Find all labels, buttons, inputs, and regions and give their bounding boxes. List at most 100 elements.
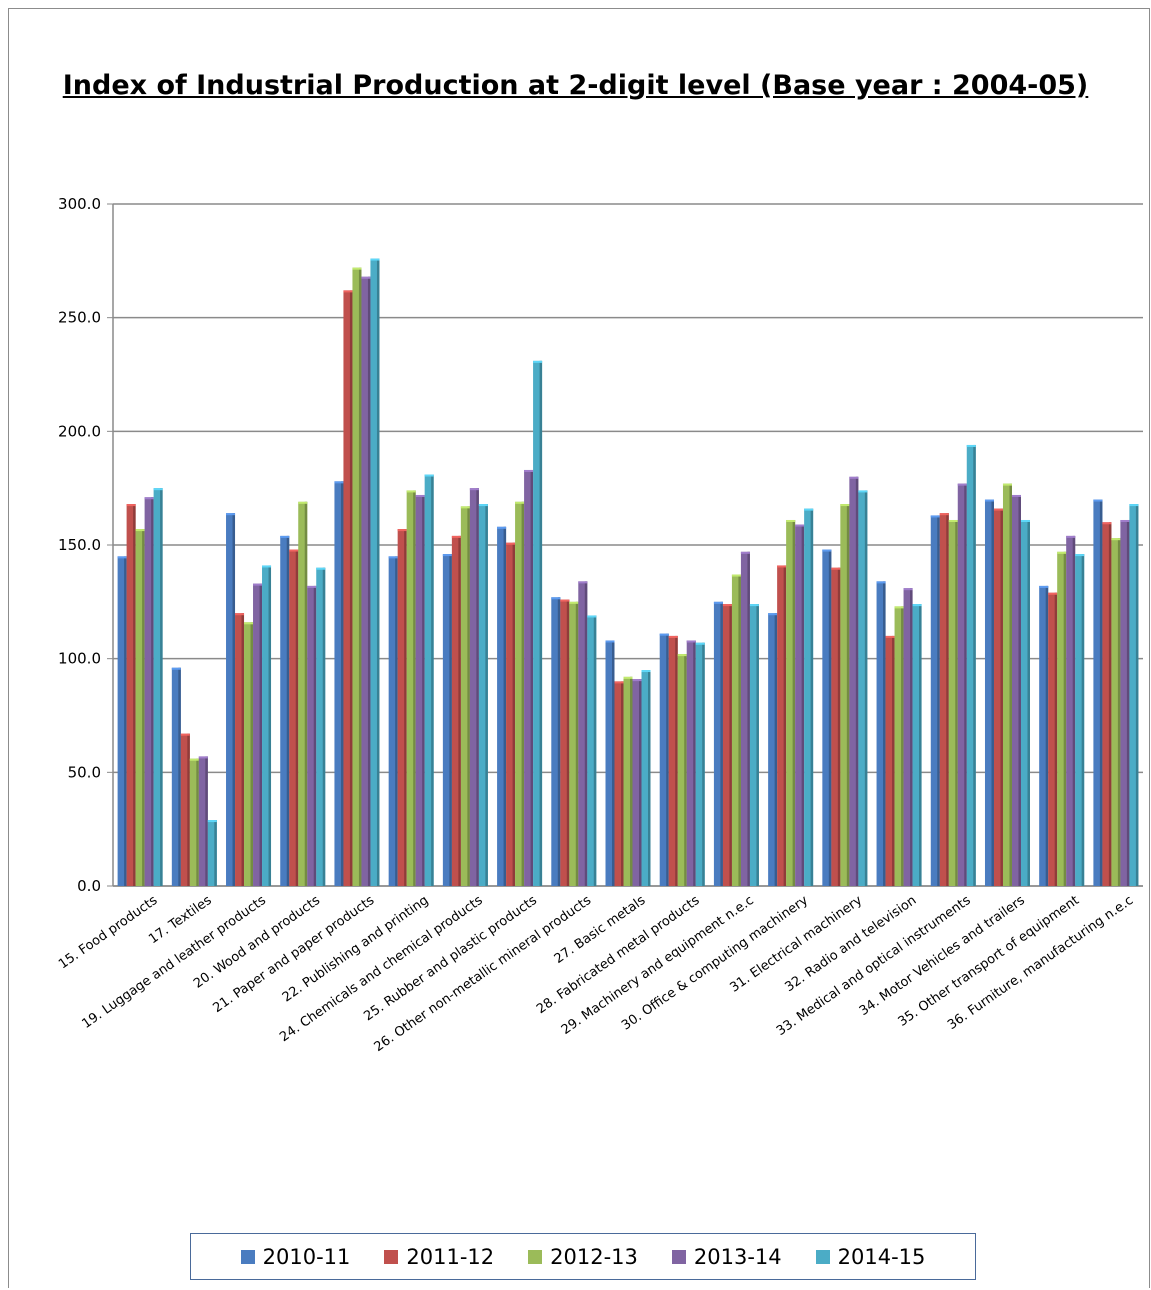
bar — [1120, 519, 1130, 886]
bar — [478, 504, 488, 886]
bar — [1129, 504, 1139, 886]
bar — [894, 606, 904, 886]
bars — [117, 258, 1139, 886]
bar — [1011, 494, 1021, 886]
legend-swatch — [240, 1249, 255, 1264]
bar — [668, 635, 678, 886]
bar — [659, 633, 669, 886]
legend-item: 2011-12 — [384, 1245, 494, 1269]
bar — [623, 676, 633, 886]
bar — [984, 499, 994, 886]
bar — [424, 474, 434, 886]
bar — [885, 635, 895, 886]
legend-label: 2011-12 — [406, 1244, 495, 1269]
chart-frame — [8, 8, 1150, 1288]
bar — [560, 599, 570, 886]
bar — [713, 601, 723, 886]
bar — [117, 556, 127, 886]
bar — [605, 640, 615, 886]
y-tick-label: 0.0 — [77, 877, 101, 895]
bar — [497, 526, 507, 886]
category-label: 29. Machinery and equipment n.e.c — [559, 893, 757, 1038]
bar — [876, 581, 886, 886]
legend-swatch — [671, 1249, 686, 1264]
bar — [1048, 592, 1058, 886]
y-tick-label: 300.0 — [58, 195, 101, 213]
bar — [804, 508, 814, 886]
bar — [451, 535, 461, 886]
bar — [840, 504, 850, 886]
bar — [515, 501, 525, 886]
bar — [930, 515, 940, 886]
bar — [334, 481, 344, 886]
bar — [1039, 585, 1049, 886]
bar — [506, 542, 516, 886]
legend-swatch — [528, 1249, 543, 1264]
y-tick-label: 150.0 — [58, 536, 101, 554]
bar — [226, 513, 236, 886]
bar — [903, 588, 913, 886]
bar — [641, 670, 651, 886]
bar — [948, 519, 958, 886]
bar — [569, 601, 579, 886]
bar — [406, 490, 416, 886]
bar — [1102, 522, 1112, 886]
bar — [768, 613, 778, 886]
bar — [135, 529, 145, 886]
bar — [262, 565, 272, 886]
bar — [460, 506, 470, 886]
bar — [740, 551, 750, 886]
bar — [1066, 535, 1076, 886]
bar — [677, 654, 687, 886]
bar — [533, 360, 543, 886]
bar — [397, 529, 407, 886]
bar — [849, 476, 859, 886]
bar — [1111, 538, 1121, 886]
y-tick-label: 200.0 — [58, 422, 101, 440]
bar — [388, 556, 398, 886]
legend-label: 2012-13 — [550, 1244, 638, 1269]
bar — [1093, 499, 1103, 886]
bar — [939, 513, 949, 886]
y-tick-label: 100.0 — [58, 650, 101, 668]
bar-chart: 0.0 50.0 100.0 150.0 200.0 250.0 300.0 15. Foo… — [56, 195, 1143, 1055]
bar — [858, 490, 868, 886]
bar — [795, 524, 805, 886]
bar — [722, 604, 732, 886]
bar — [415, 494, 425, 886]
bar — [578, 581, 588, 886]
bar — [686, 640, 696, 886]
legend-swatch — [815, 1249, 830, 1264]
bar — [551, 597, 561, 886]
category-label: 15. Food products — [56, 893, 161, 972]
axes: 0.0 50.0 100.0 150.0 200.0 250.0 300.0 — [58, 195, 1143, 895]
bar — [442, 554, 452, 886]
bar — [749, 604, 759, 886]
bar — [1020, 519, 1030, 886]
bar — [189, 758, 199, 886]
bar — [298, 501, 308, 886]
bar — [966, 444, 976, 886]
bar — [614, 681, 624, 886]
bar — [831, 567, 841, 886]
bar — [244, 622, 254, 886]
bar — [352, 267, 362, 886]
legend-item: 2010-11 — [240, 1245, 350, 1269]
chart-title: Index of Industrial Production at 2-digi… — [62, 70, 1089, 101]
category-label: 24. Chemicals and chemical products — [277, 893, 486, 1045]
bar — [957, 483, 967, 886]
bar — [370, 258, 380, 886]
bar — [1002, 483, 1012, 886]
legend-item: 2014-15 — [815, 1245, 925, 1269]
legend: 2010-11 2011-12 2012-13 2013-14 2014-15 — [190, 1233, 976, 1280]
bar — [786, 519, 796, 886]
category-label: 33. Medical and optical instruments — [774, 893, 974, 1039]
bar — [822, 549, 832, 886]
y-tick-label: 250.0 — [58, 309, 101, 327]
legend-item: 2013-14 — [671, 1244, 782, 1269]
bar — [198, 756, 208, 886]
bar — [289, 549, 299, 886]
y-tick-label: 50.0 — [68, 763, 101, 781]
legend-label: 2013-14 — [693, 1244, 782, 1269]
